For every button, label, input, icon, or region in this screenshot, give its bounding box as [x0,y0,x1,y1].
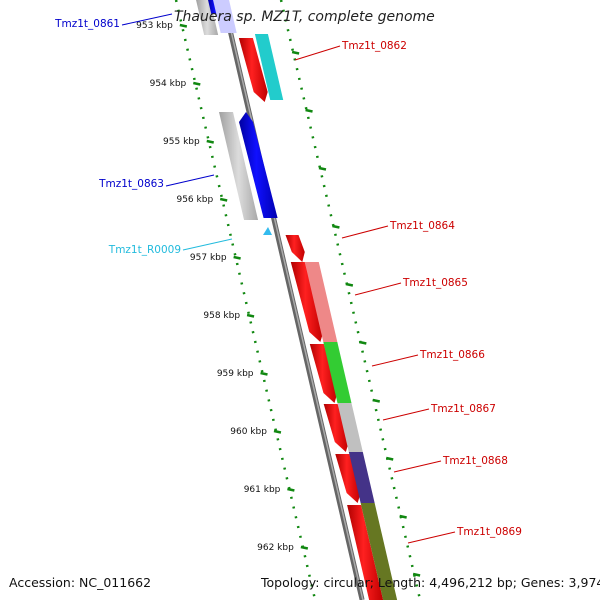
cds-plus-tmz1t-0865 [290,262,324,342]
gene-label-tmz1t-0862: Tmz1t_0862 [341,40,407,52]
outer-ring-tick [385,456,394,461]
scale-tick-label: 955 kbp [163,137,200,147]
gene-leader-line [341,225,389,239]
accession-text: Accession: NC_011662 [9,575,152,590]
gene-leader-line [121,13,173,26]
outer-ring-tick [412,572,421,577]
outer-ring-tick [399,514,407,519]
scale-tick [219,197,228,202]
cds-plus-tmz1t-0868 [335,454,361,503]
gene-leader-line [382,408,430,421]
cds-plus-tmz1t-0869 [347,505,384,600]
gene-leader-line [371,354,419,367]
gene-label-tmz1t-0861: Tmz1t_0861 [54,18,120,30]
cds-plus-tmz1t-0862 [238,38,268,102]
cog-box-green [323,342,352,403]
scale-tick [287,487,295,492]
cds-minus-tmz1t-0863 [239,112,278,218]
scale-tick [193,81,201,86]
scale-tick-label: 961 kbp [244,485,281,495]
scale-tick-label: 958 kbp [203,311,240,321]
cog-box-red [304,262,338,342]
outer-ring-tick [372,398,381,403]
cog-box-purple [348,452,375,503]
cog-box-lightblue [213,0,237,33]
gene-label-tmz1t-0868: Tmz1t_0868 [442,455,508,467]
scale-tick-label: 954 kbp [150,79,187,89]
scale-tick [206,139,214,144]
cog-box-cyan [254,34,284,100]
outer-ring-tick [291,50,300,55]
gene-label-tmz1t-0866: Tmz1t_0866 [419,349,485,361]
cog-box-grey [219,112,259,220]
rna-tmz1t-r0009 [263,227,272,235]
gene-label-tmz1t-0864: Tmz1t_0864 [389,220,455,232]
scale-tick [179,23,188,28]
cog-box-olive [360,503,398,600]
scale-tick-label: 960 kbp [230,427,267,437]
cds-plus-tmz1t-0867 [323,404,349,452]
scale-tick-label: 957 kbp [190,253,227,263]
scale-tick [273,429,282,434]
gene-label-tmz1t-0867: Tmz1t_0867 [430,403,496,415]
scale-tick [246,313,255,318]
gene-leader-line [165,174,215,187]
gene-label-tmz1t-0863: Tmz1t_0863 [98,178,164,190]
genome-summary-text: Topology: circular; Length: 4,496,212 bp… [261,575,600,590]
gene-leader-line [354,282,402,296]
scale-tick-label: 959 kbp [217,369,254,379]
scale-tick-label: 953 kbp [136,21,173,31]
gene-leader-line [182,238,233,251]
cog-box-grey [337,403,363,452]
gene-leader-line [294,45,341,61]
cds-plus-tmz1t-0864 [285,235,305,262]
scale-tick [300,545,309,550]
outer-ring-tick [305,108,313,113]
scale-tick-label: 962 kbp [257,543,294,553]
outer-ring-tick [318,166,327,171]
outer-ring-tick [332,224,340,229]
scale-tick [233,255,241,260]
outer-ring-tick [359,340,367,345]
gene-label-tmz1t-r0009: Tmz1t_R0009 [108,244,181,256]
scale-tick [260,371,268,376]
gene-label-tmz1t-0869: Tmz1t_0869 [456,526,522,538]
scale-tick-label: 956 kbp [176,195,213,205]
outer-ring-tick [345,282,354,287]
map-title: Thauera sp. MZ1T, complete genome [174,9,435,25]
cog-box-grey [196,0,219,35]
gene-label-tmz1t-0865: Tmz1t_0865 [402,277,468,289]
gene-leader-line [407,531,456,544]
cds-plus-tmz1t-0866 [309,344,338,403]
gene-leader-line [393,460,442,473]
